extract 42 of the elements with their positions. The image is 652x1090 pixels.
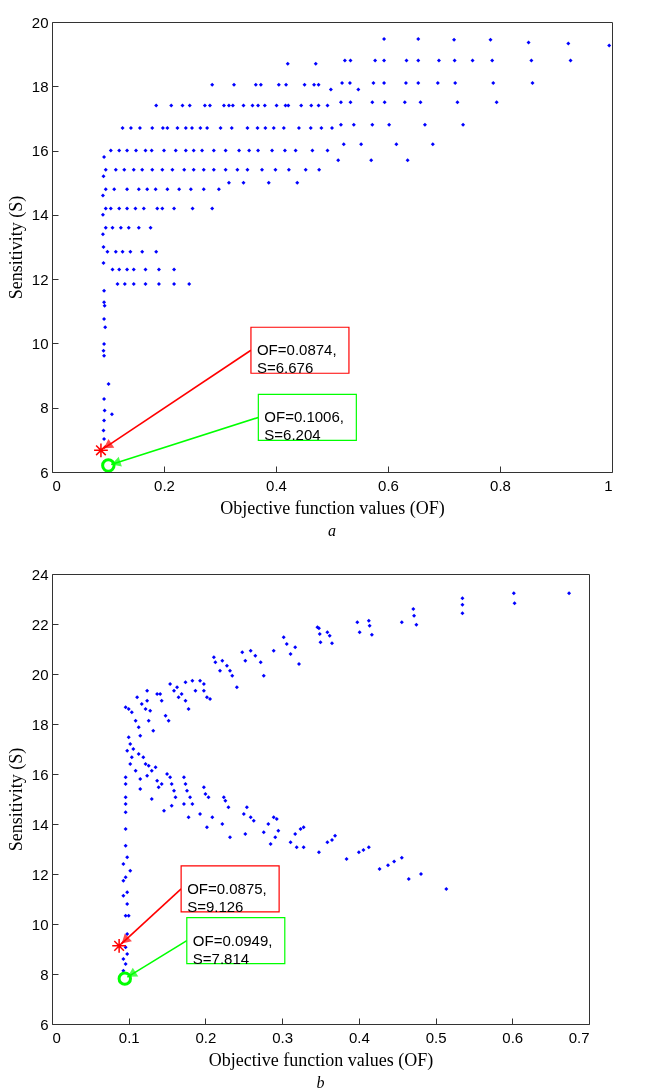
text: a	[328, 522, 336, 539]
y-axis-title: Sensitivity (S)	[5, 747, 27, 852]
x-tick-label: 0.1	[118, 1028, 140, 1046]
y-tick-label: 16	[31, 142, 49, 160]
annotation: OF=0.1006, S=6.204	[264, 408, 344, 444]
y-tick-label: 18	[31, 77, 49, 95]
y-tick-label: 6	[40, 463, 49, 481]
x-tick-label: 0.6	[502, 1028, 524, 1046]
y-tick-label: 22	[31, 615, 49, 633]
x-tick-label: 0.2	[195, 1028, 217, 1046]
x-tick-label: 0.8	[490, 476, 511, 494]
y-tick-label: 10	[31, 334, 49, 352]
x-axis-title: Objective function values (OF)	[208, 1049, 434, 1071]
y-tick-label: 20	[31, 13, 49, 31]
x-tick-label: 0.4	[266, 476, 287, 494]
x-tick-label: 1	[604, 476, 613, 494]
y-tick-label: 14	[31, 815, 49, 833]
annotation: OF=0.0874, S=6.676	[256, 341, 337, 377]
y-tick-label: 12	[31, 270, 49, 288]
y-tick-label: 20	[31, 665, 49, 683]
y-tick-label: 12	[31, 865, 49, 883]
y-tick-label: 18	[31, 715, 49, 733]
x-tick-label: 0	[52, 1028, 61, 1046]
x-tick-label: 0.6	[378, 476, 399, 494]
y-tick-label: 14	[31, 206, 49, 224]
annotation: OF=0.0875, S=9.126	[187, 879, 267, 915]
y-tick-label: 6	[40, 1015, 49, 1033]
x-tick-label: 0.4	[348, 1028, 370, 1046]
text: b	[316, 1074, 325, 1090]
y-tick-label: 10	[31, 915, 49, 933]
x-tick-label: 0	[52, 476, 61, 494]
y-tick-label: 24	[31, 565, 49, 583]
x-tick-label: 0.5	[425, 1028, 447, 1046]
y-tick-label: 8	[40, 399, 49, 417]
x-tick-label: 0.2	[154, 476, 175, 494]
x-axis-title: Objective function values (OF)	[220, 497, 445, 519]
y-tick-label: 8	[40, 965, 49, 983]
x-tick-label: 0.7	[568, 1028, 590, 1046]
y-tick-label: 16	[31, 765, 49, 783]
y-axis-title: Sensitivity (S)	[5, 195, 27, 300]
x-tick-label: 0.3	[272, 1028, 294, 1046]
annotation: OF=0.0949, S=7.814	[192, 931, 273, 967]
